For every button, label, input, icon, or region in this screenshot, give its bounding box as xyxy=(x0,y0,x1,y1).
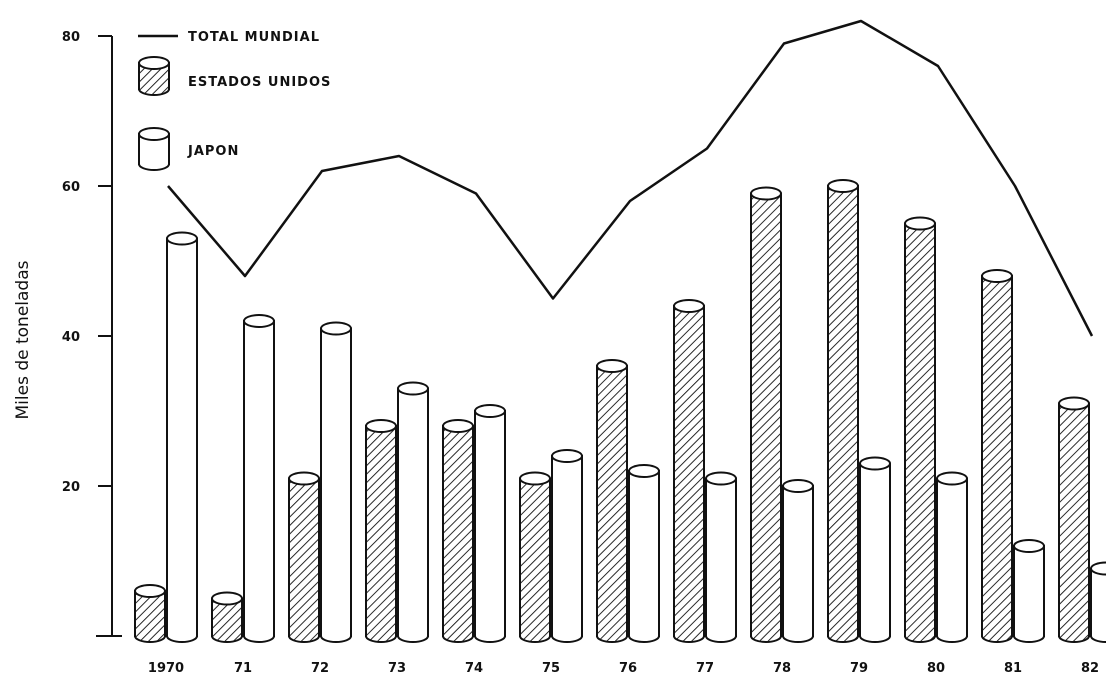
bar-estados-unidos xyxy=(827,179,859,643)
bar-japon xyxy=(1090,561,1106,643)
x-tick-label: 73 xyxy=(388,661,406,676)
bar-japon xyxy=(859,456,891,643)
x-tick-label: 78 xyxy=(773,661,791,676)
x-tick-label: 72 xyxy=(311,661,329,676)
bar-japon xyxy=(628,464,660,643)
bar-estados-unidos xyxy=(904,216,936,643)
x-tick-label: 76 xyxy=(619,661,637,676)
bars xyxy=(134,179,1106,643)
y-tick-label: 20 xyxy=(62,480,80,495)
bar-japon xyxy=(320,321,352,643)
y-axis-label: Miles de toneladas xyxy=(13,260,33,419)
x-tick-label: 80 xyxy=(927,661,945,676)
bar-estados-unidos xyxy=(1058,396,1090,643)
bar-japon xyxy=(782,479,814,643)
x-tick-label: 1970 xyxy=(148,661,184,676)
bar-japon xyxy=(551,449,583,643)
bar-estados-unidos xyxy=(981,269,1013,643)
total-mundial-line-group xyxy=(167,19,1094,337)
x-tick-label: 79 xyxy=(850,661,868,676)
bar-japon xyxy=(474,404,506,643)
y-tick-label: 80 xyxy=(62,30,80,45)
bar-japon xyxy=(243,314,275,643)
legend: TOTAL MUNDIAL ESTADOS UNIDOS JAPON xyxy=(138,30,331,171)
bar-estados-unidos xyxy=(134,584,166,643)
bar-estados-unidos xyxy=(673,299,705,643)
bar-estados-unidos xyxy=(365,419,397,643)
total-mundial-line xyxy=(167,19,1094,337)
y-axis: 20 40 60 80 xyxy=(62,30,122,637)
x-tick-label: 74 xyxy=(465,661,483,676)
legend-label-total-mundial: TOTAL MUNDIAL xyxy=(188,30,320,45)
bar-japon xyxy=(397,381,429,643)
x-tick-label: 77 xyxy=(696,661,714,676)
x-tick-label: 82 xyxy=(1081,661,1099,676)
x-tick-label: 75 xyxy=(542,661,560,676)
bar-japon xyxy=(705,471,737,643)
bar-japon xyxy=(1013,539,1045,643)
bar-estados-unidos xyxy=(211,591,243,643)
legend-label-estados-unidos: ESTADOS UNIDOS xyxy=(188,75,331,90)
legend-swatch-estados-unidos xyxy=(138,56,170,96)
bar-estados-unidos xyxy=(596,359,628,643)
bar-estados-unidos xyxy=(519,471,551,643)
y-tick-label: 40 xyxy=(62,330,80,345)
bar-japon xyxy=(936,471,968,643)
y-tick-label: 60 xyxy=(62,180,80,195)
legend-swatch-japon xyxy=(138,127,170,171)
x-tick-labels: 1970 71 72 73 74 75 76 77 78 79 80 81 82 xyxy=(148,661,1099,676)
legend-label-japon: JAPON xyxy=(187,144,239,159)
bar-estados-unidos xyxy=(442,419,474,643)
bar-japon xyxy=(166,231,198,643)
bar-estados-unidos xyxy=(288,471,320,643)
x-tick-label: 71 xyxy=(234,661,252,676)
x-tick-label: 81 xyxy=(1004,661,1022,676)
bar-estados-unidos xyxy=(750,186,782,643)
